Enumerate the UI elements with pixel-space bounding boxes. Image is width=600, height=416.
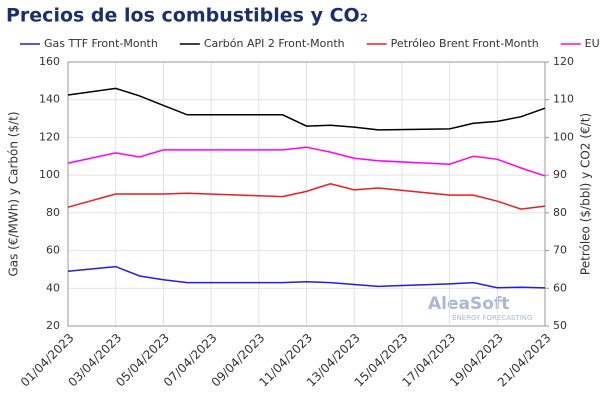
y-tick-label: 80 — [46, 206, 60, 219]
watermark-tagline: ENERGY FORECASTING — [452, 314, 532, 322]
y2-axis-label: Petróleo ($/bbl) y CO2 (€/t) — [579, 113, 593, 275]
y2-tick-label: 70 — [553, 244, 567, 257]
series-line — [67, 183, 546, 210]
plot-frame — [67, 61, 546, 327]
y-axis-label: Gas (€/MWh) y Carbón ($/t) — [7, 111, 21, 276]
y-tick-label: 60 — [46, 244, 60, 257]
y-tick-label: 160 — [39, 55, 60, 68]
chart-title: Precios de los combustibles y CO₂ — [6, 5, 368, 27]
legend-label: EUA CO2 Dic-23 — [585, 37, 600, 50]
series-line — [67, 146, 546, 177]
y2-tick-label: 120 — [553, 55, 574, 68]
y2-tick-label: 50 — [553, 319, 567, 332]
y2-tick-label: 80 — [553, 206, 567, 219]
y2-tick-label: 90 — [553, 168, 567, 181]
legend-label: Gas TTF Front-Month — [44, 37, 158, 50]
series-line — [67, 265, 546, 289]
series-line — [67, 87, 546, 131]
watermark-brand: AleaSoft — [428, 294, 509, 314]
y2-tick-label: 60 — [553, 281, 567, 294]
legend-label: Carbón API 2 Front-Month — [204, 37, 345, 50]
y-tick-label: 140 — [39, 93, 60, 106]
y-tick-label: 120 — [39, 130, 60, 143]
legend-label: Petróleo Brent Front-Month — [391, 37, 539, 50]
y2-tick-label: 110 — [553, 93, 574, 106]
y-tick-label: 40 — [46, 281, 60, 294]
y-tick-label: 100 — [39, 168, 60, 181]
y-tick-label: 20 — [46, 319, 60, 332]
y2-tick-label: 100 — [553, 130, 574, 143]
